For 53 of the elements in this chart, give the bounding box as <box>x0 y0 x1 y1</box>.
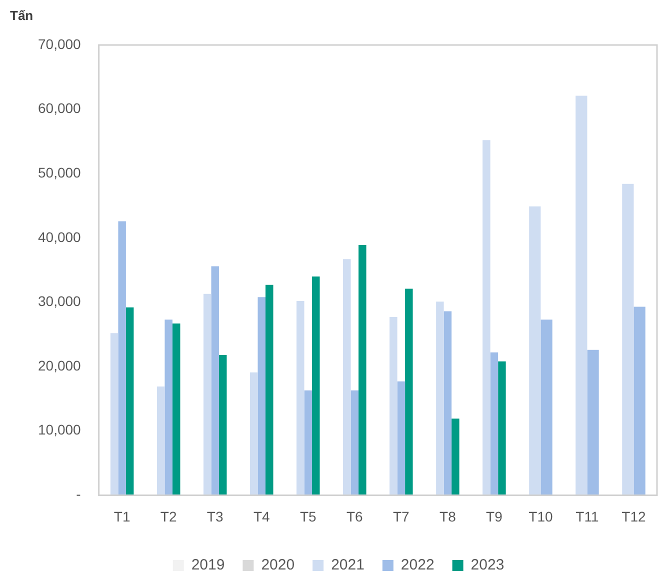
x-tick-label: T9 <box>486 508 503 524</box>
y-tick-label: 30,000 <box>38 293 82 310</box>
bar <box>452 418 460 496</box>
x-tick-label: T5 <box>300 508 317 524</box>
bar <box>296 300 304 496</box>
x-tick-label: T12 <box>622 508 646 524</box>
bar <box>258 297 266 496</box>
bar <box>343 259 351 496</box>
y-tick-label: 50,000 <box>38 164 82 180</box>
bar <box>390 317 398 496</box>
bar <box>358 245 366 496</box>
bar <box>436 302 444 496</box>
bar <box>312 276 320 496</box>
y-tick-label: 70,000 <box>38 36 82 52</box>
x-tick-label: T6 <box>346 508 364 524</box>
bar <box>250 372 258 496</box>
legend-label: 2021 <box>331 556 364 574</box>
x-tick-label: T8 <box>440 508 456 524</box>
y-axis-title: Tấn <box>10 8 34 24</box>
legend-label: 2019 <box>191 556 225 574</box>
bar <box>444 311 452 496</box>
x-tick-label: T10 <box>528 508 553 524</box>
x-tick-label: T1 <box>114 508 130 524</box>
bar <box>350 390 359 496</box>
bar <box>405 288 413 496</box>
x-tick-label: T7 <box>392 508 410 524</box>
x-tick-label: T11 <box>576 508 599 524</box>
bar <box>218 354 227 496</box>
bar <box>266 284 274 496</box>
legend-label: 2020 <box>261 556 295 574</box>
bar <box>172 323 180 496</box>
bar <box>156 386 165 496</box>
bar <box>397 381 406 496</box>
y-tick-label: 60,000 <box>38 100 82 116</box>
bar <box>482 140 490 496</box>
y-tick-label: 10,000 <box>38 422 82 438</box>
bar <box>304 390 312 496</box>
bar <box>211 266 219 496</box>
bar <box>126 307 134 496</box>
y-tick-label: 20,000 <box>38 357 82 374</box>
legend-label: 2023 <box>470 556 504 574</box>
legend-label: 2022 <box>400 556 434 574</box>
bar <box>203 294 212 496</box>
bar <box>118 221 126 496</box>
x-tick-label: T2 <box>160 508 177 524</box>
bar <box>164 320 172 496</box>
y-tick-label: 40,000 <box>38 228 82 245</box>
x-tick-label: T4 <box>253 508 270 524</box>
bar <box>498 361 506 496</box>
bar <box>490 352 498 496</box>
y-tick-label: - <box>76 486 82 502</box>
x-tick-label: T3 <box>206 508 224 524</box>
bar <box>110 333 118 496</box>
